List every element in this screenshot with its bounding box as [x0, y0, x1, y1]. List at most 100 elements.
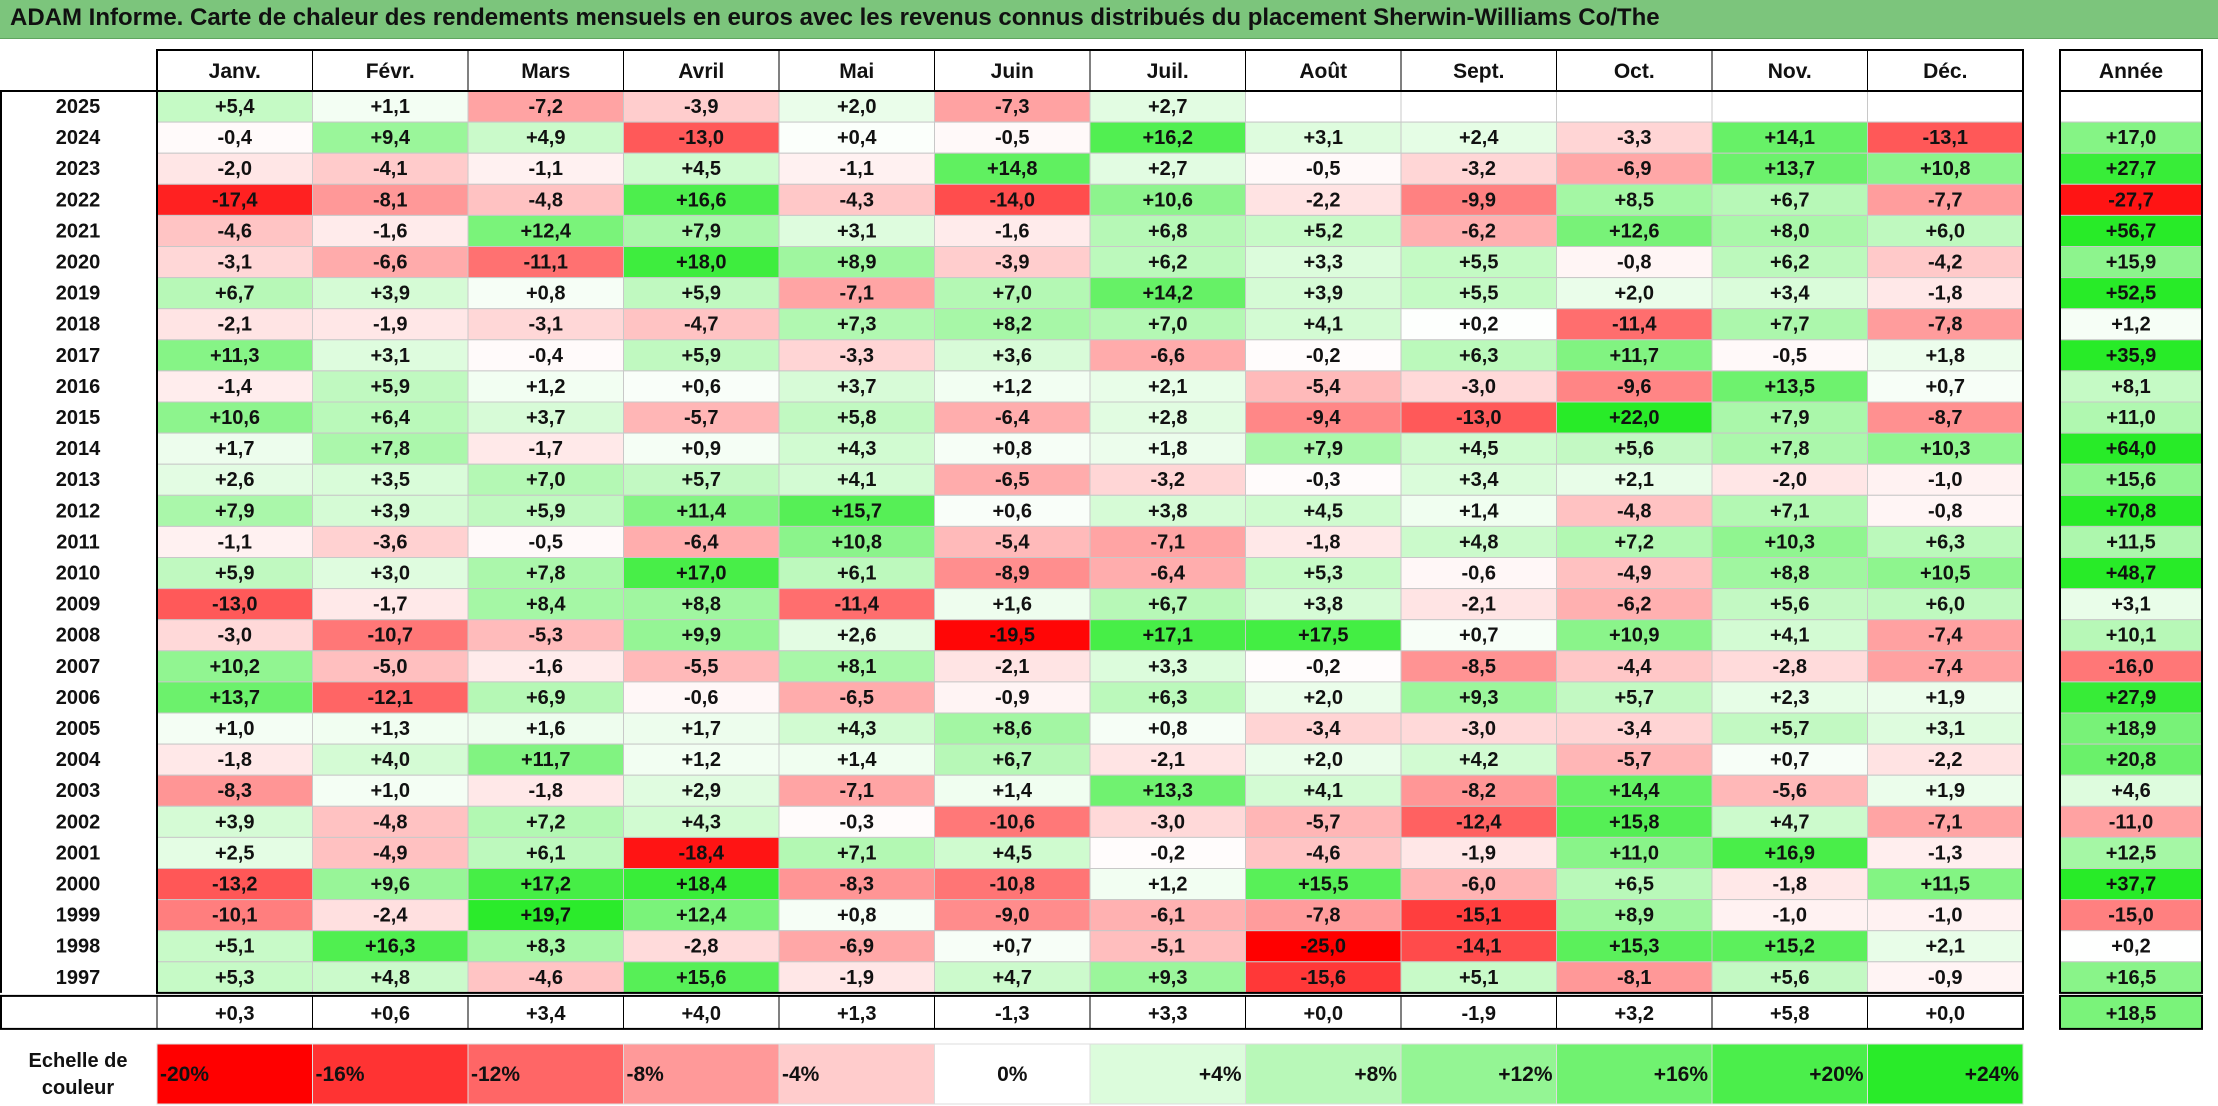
scale-label-value: +4%	[1199, 1063, 1242, 1086]
cell-value: +13,7	[209, 687, 260, 709]
cell-value: +5,1	[1459, 967, 1498, 989]
heatmap-cell	[1556, 246, 1713, 279]
cell-value: +1,7	[215, 438, 254, 460]
year-label: 2016	[56, 376, 101, 398]
year-label: 1999	[56, 905, 101, 927]
heatmap-cell	[778, 961, 935, 994]
cell-value: -4,8	[529, 189, 563, 211]
heatmap-cell	[778, 836, 935, 870]
cell-value: +14,2	[1142, 283, 1193, 305]
heatmap-cell	[1400, 370, 1557, 403]
scale-label: couleur	[42, 1077, 114, 1099]
cell-value: -6,9	[840, 936, 874, 958]
cell-value: +6,2	[1148, 252, 1187, 274]
heatmap-cell	[623, 681, 780, 714]
annual-cell	[2059, 246, 2203, 279]
cell-value: +5,7	[682, 469, 721, 491]
cell-value: -3,6	[373, 531, 407, 553]
cell-value: -2,1	[1151, 749, 1185, 771]
cell-value: -3,1	[218, 252, 252, 274]
heatmap-cell	[1711, 961, 1868, 994]
cell-value: +2,0	[1304, 687, 1343, 709]
cell-value: +1,4	[993, 780, 1033, 802]
heatmap-cell	[467, 183, 624, 216]
cell-value: +15,5	[1298, 874, 1349, 896]
scale-label-value: -4%	[782, 1063, 820, 1086]
heatmap-cell	[1400, 743, 1557, 776]
annual-value: -16,0	[2108, 656, 2154, 678]
heatmap-cell	[1245, 588, 1402, 621]
cell-value: -2,0	[218, 158, 252, 180]
heatmap-cell	[156, 246, 313, 279]
heatmap-cell	[623, 868, 780, 901]
cell-value: -5,6	[1773, 780, 1807, 802]
cell-value: +0,8	[1148, 718, 1187, 740]
month-header: Juin	[991, 60, 1034, 83]
cell-value: +7,8	[526, 563, 565, 585]
heatmap-cell	[312, 90, 469, 123]
heatmap-cell	[1400, 930, 1557, 963]
cell-value: +1,6	[526, 718, 565, 740]
heatmap-cell	[312, 619, 469, 652]
cell-value: -3,3	[840, 345, 874, 367]
cell-value: +11,3	[210, 345, 260, 367]
heatmap-cell	[156, 339, 313, 372]
heatmap-cell	[467, 650, 624, 683]
month-header: Déc.	[1923, 60, 1967, 83]
cell-value: -5,7	[1306, 811, 1340, 833]
cell-value: -3,0	[1151, 811, 1185, 833]
heatmap-cell	[312, 743, 469, 776]
heatmap-cell	[934, 525, 1091, 559]
cell-value: +5,5	[1459, 283, 1498, 305]
heatmap-cell	[1556, 183, 1713, 216]
heatmap-cell	[467, 152, 624, 185]
heatmap-cell	[934, 121, 1091, 154]
heatmap-cell	[778, 930, 935, 963]
heatmap-cell	[1400, 712, 1557, 745]
cell-value: +7,0	[993, 283, 1032, 305]
cell-value: -1,1	[840, 158, 874, 180]
annual-cell	[2059, 90, 2203, 123]
annual-value: +1,2	[2111, 314, 2150, 336]
year-label: 2020	[56, 252, 101, 274]
cell-value: +8,0	[1770, 220, 1809, 242]
heatmap-cell	[312, 246, 469, 279]
cell-value: +8,6	[993, 718, 1032, 740]
heatmap-cell	[1089, 494, 1246, 527]
heatmap-cell	[312, 588, 469, 621]
cell-value: +5,5	[1459, 252, 1498, 274]
heatmap-cell	[934, 836, 1091, 870]
cell-value: +10,5	[1920, 563, 1971, 585]
month-header: Mai	[839, 60, 874, 83]
cell-value: +7,9	[1770, 407, 1809, 429]
cell-value: +3,9	[1304, 283, 1343, 305]
heatmap-cell	[1400, 246, 1557, 279]
annual-value: -11,0	[2109, 811, 2153, 833]
heatmap-cell	[1089, 214, 1246, 247]
heatmap-cell	[934, 805, 1091, 838]
heatmap-cell	[1867, 681, 2024, 714]
cell-value: -7,1	[1151, 531, 1185, 553]
heatmap-cell	[934, 90, 1091, 123]
cell-value: +14,4	[1609, 780, 1660, 802]
heatmap-cell	[1556, 836, 1713, 870]
cell-value: +7,9	[215, 500, 254, 522]
heatmap-cell	[778, 774, 935, 807]
heatmap-cell	[1867, 930, 2024, 963]
cell-value: +6,1	[837, 563, 876, 585]
cell-value: -6,6	[373, 252, 407, 274]
cell-value: +17,0	[676, 563, 727, 585]
cell-value: +8,8	[682, 594, 721, 616]
cell-value: -5,7	[684, 407, 718, 429]
heatmap-cell	[1089, 183, 1246, 216]
heatmap-cell	[623, 90, 780, 123]
year-label: 1997	[56, 967, 101, 989]
cell-value: -14,1	[1456, 936, 1502, 958]
heatmap-cell	[1711, 588, 1868, 621]
heatmap-cell	[1711, 899, 1868, 932]
cell-value: -2,8	[684, 936, 718, 958]
annual-value: +18,9	[2106, 718, 2157, 740]
scale-swatch	[1711, 1043, 1868, 1105]
cell-value: -7,1	[840, 780, 874, 802]
cell-value: -6,4	[1151, 563, 1186, 585]
